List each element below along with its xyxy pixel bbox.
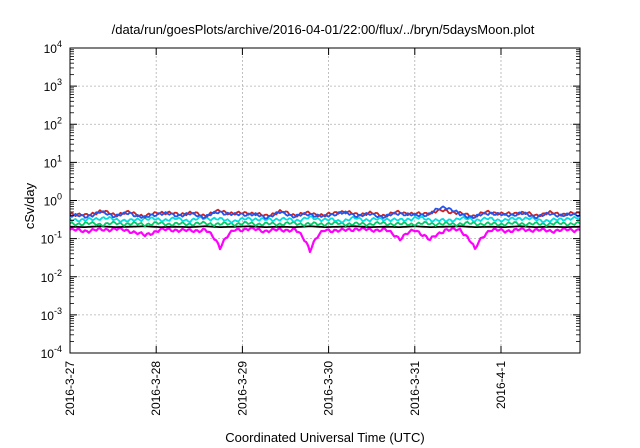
y-tick-base: 10 [41,309,55,323]
y-tick-base: 10 [44,156,58,170]
y-tick-exponent: 3 [57,77,62,87]
series-line [69,208,581,219]
y-tick-base: 10 [44,118,58,132]
x-axis-label: Coordinated Universal Time (UTC) [225,430,424,445]
y-tick-label: 101 [44,153,62,170]
y-tick-exponent: -2 [54,268,62,278]
chart-title: /data/run/goesPlots/archive/2016-04-01/2… [112,22,535,37]
y-tick-base: 10 [44,80,58,94]
y-tick-exponent: 1 [57,153,62,163]
y-tick-base: 10 [41,271,55,285]
series-line [69,205,581,220]
y-tick-label: 10-1 [41,230,62,247]
series-line [69,215,581,224]
y-tick-base: 10 [41,347,55,361]
y-tick-exponent: -4 [54,344,62,354]
y-tick-label: 104 [44,39,62,56]
y-tick-exponent: 2 [57,115,62,125]
x-tick-label: 2016-3-27 [63,361,77,416]
x-tick-label: 2016-3-31 [408,361,422,416]
x-tick-label: 2016-3-30 [322,361,336,416]
x-tick-label: 2016-3-28 [149,361,163,416]
tick-marks [69,47,580,354]
x-tick-label: 2016-4-1 [494,361,508,409]
y-tick-label: 10-4 [41,344,62,361]
y-tick-label: 10-3 [41,306,62,323]
x-tick-labels: 2016-3-27 2016-3-28 2016-3-29 2016-3-30 2016… [63,361,508,416]
y-tick-base: 10 [41,233,55,247]
y-tick-base: 10 [44,195,58,209]
y-tick-exponent: 4 [57,39,62,49]
y-tick-base: 10 [44,42,58,56]
y-tick-label: 100 [44,192,62,209]
y-tick-label: 10-2 [41,268,62,285]
grid-lines [69,48,580,353]
y-tick-label: 102 [44,115,62,132]
y-tick-label: 103 [44,77,62,94]
y-tick-exponent: -1 [54,230,62,240]
series-line [69,226,581,254]
x-tick-label: 2016-3-29 [235,361,249,416]
series-group [69,205,581,254]
y-tick-exponent: 0 [57,192,62,202]
y-tick-exponent: -3 [54,306,62,316]
series-line [69,220,581,228]
y-axis-label: cSv/day [22,182,37,229]
series-line [69,225,581,229]
